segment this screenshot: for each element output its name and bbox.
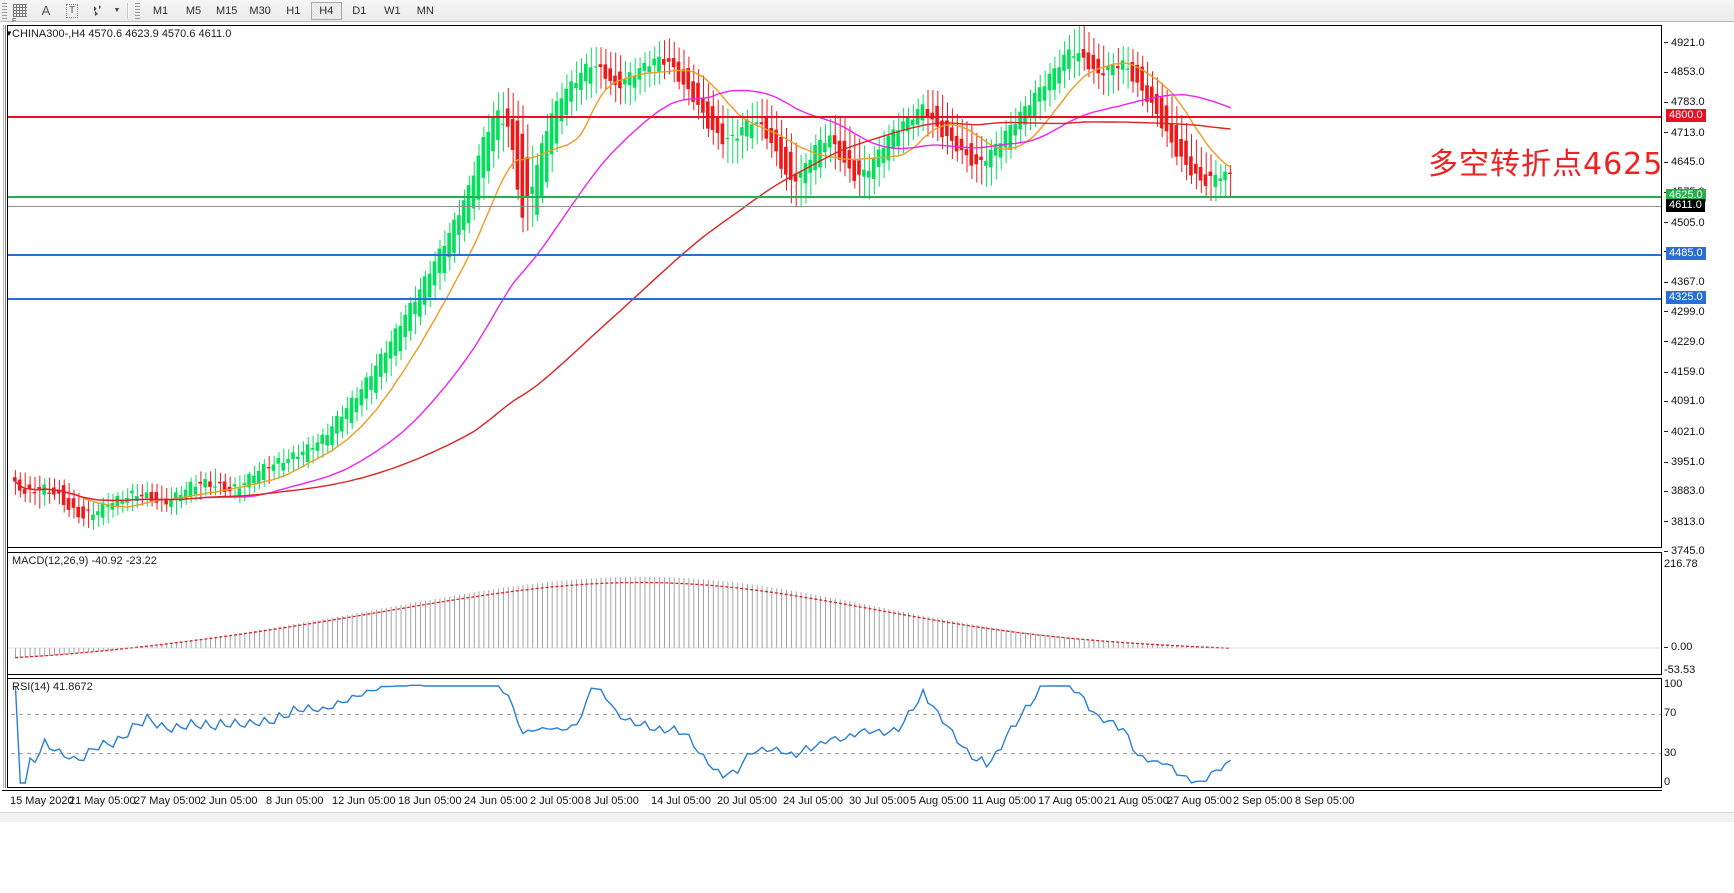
window-bottom-strip [0,812,1734,822]
date-label: 12 Jun 05:00 [332,795,396,807]
support-line-4325[interactable] [3,298,1661,300]
date-label: 8 Sep 05:00 [1295,795,1355,807]
pivot-line-4625[interactable] [3,196,1661,198]
date-label: 14 Jul 05:00 [651,795,711,807]
price-tick-4713-0: 4713.0 [1664,127,1705,139]
date-label: 24 Jul 05:00 [783,795,843,807]
last-price-line-4611 [3,206,1661,207]
date-label: 2 Sep 05:00 [1233,795,1293,807]
timeframe-button-w1[interactable]: W1 [384,4,401,17]
support1-badge[interactable]: 4485.0 [1666,247,1706,260]
macd-tick-216neg78: 216.78 [1664,558,1698,570]
price-tick-4853-0: 4853.0 [1664,67,1705,78]
date-label: 2 Jul 05:00 [530,795,584,807]
indicator-arrows-icon[interactable] [85,1,111,21]
date-label: 15 May 2020 [10,795,74,807]
price-pane[interactable]: CHINA300-,H4 4570.6 4623.9 4570.6 4611.0… [2,25,1662,548]
chart-shell: CHINA300-,H4 4570.6 4623.9 4570.6 4611.0… [0,22,1734,893]
price-chart-canvas [13,26,1232,530]
timeframe-button-m15[interactable]: M15 [216,4,238,17]
rsi-tick-0: 0 [1664,776,1671,788]
pivot-annotation-text: 多空转折点4625 [1428,147,1662,182]
price-tick-4229-0: 4229.0 [1664,336,1705,348]
macd-tick-0neg00: 0.00 [1664,642,1692,653]
pane-collapse-icon[interactable]: ▼ [5,29,13,38]
date-label: 8 Jun 05:00 [266,795,324,807]
price-pane-label: CHINA300-,H4 4570.6 4623.9 4570.6 4611.0 [12,28,232,40]
timeframe-button-m5[interactable]: M5 [185,4,202,17]
price-tick-4783-0: 4783.0 [1664,97,1705,108]
rsi-pane[interactable]: RSI(14) 41.8672 [2,678,1662,788]
date-label: 2 Jun 05:00 [200,795,258,807]
date-label: 21 Aug 05:00 [1104,795,1169,807]
timeframe-button-mn[interactable]: MN [416,4,434,17]
timeframe-button-m30[interactable]: M30 [249,4,271,17]
last-price-badge[interactable]: 4611.0 [1666,199,1705,212]
price-tick-4091-0: 4091.0 [1664,396,1705,407]
price-tick-4159-0: 4159.0 [1664,367,1705,378]
crosshair-grid-icon[interactable] [7,1,33,25]
timeframe-button-m1[interactable]: M1 [152,4,169,17]
price-tick-4505-0: 4505.0 [1664,217,1705,229]
date-label: 24 Jun 05:00 [464,795,528,807]
timeframe-button-h1[interactable]: H1 [286,4,301,17]
price-tick-3745-0: 3745.0 [1664,546,1705,557]
text-box-icon[interactable]: T [59,1,85,21]
macd-pane-label: MACD(12,26,9) -40.92 -23.22 [12,555,157,567]
timeframe-button-group: M1 M5 M15 M30 H1 H4 D1 W1 MN [144,1,442,20]
date-label: 5 Aug 05:00 [910,795,969,807]
support2-badge[interactable]: 4325.0 [1666,291,1706,304]
price-axis[interactable]: 4921.04853.04783.04713.04645.04575.04505… [1664,37,1734,788]
indicator-dropdown-caret-icon[interactable]: ▼ [113,7,121,14]
pivot-badge[interactable]: 4625.0 [1666,189,1706,202]
pane-left-resize-grip[interactable] [2,25,8,788]
date-label: 27 Aug 05:00 [1167,795,1232,807]
support-line-4485[interactable] [3,254,1661,256]
price-tick-4645-0: 4645.0 [1664,156,1705,168]
price-tick-4367-0: 4367.0 [1664,277,1705,288]
resistance-line-4800[interactable] [3,116,1661,118]
rsi-chart-canvas [3,684,1661,784]
date-label: 18 Jun 05:00 [398,795,462,807]
rsi-pane-label: RSI(14) 41.8672 [12,681,93,693]
macd-tick-neg53-53: -53.53 [1664,664,1696,676]
date-label: 20 Jul 05:00 [717,795,777,807]
rsi-tick-30: 30 [1664,746,1677,759]
rsi-tick-70: 70 [1664,707,1677,720]
price-tick-3951-0: 3951.0 [1664,456,1705,468]
rsi-tick-100: 100 [1664,678,1683,690]
toolbar-separator [127,2,129,19]
date-label: 8 Jul 05:00 [585,795,639,807]
date-label: 27 May 05:00 [134,795,201,807]
price-tick-4921-0: 4921.0 [1664,37,1705,49]
text-label-icon[interactable]: A [41,3,51,18]
chart-toolbar: A T ▼ M1 M5 M15 M30 H1 H4 D1 W1 MN [0,0,1734,25]
macd-pane[interactable]: MACD(12,26,9) -40.92 -23.22 [2,552,1662,675]
price-tick-4021-0: 4021.0 [1664,426,1705,438]
price-tick-3813-0: 3813.0 [1664,516,1705,528]
resistance-badge[interactable]: 4800.0 [1666,109,1706,122]
date-label: 21 May 05:00 [69,795,136,807]
price-tick-3883-0: 3883.0 [1664,486,1705,497]
date-label: 11 Aug 05:00 [972,795,1037,807]
timeframe-button-d1[interactable]: D1 [352,4,367,17]
price-tick-4299-0: 4299.0 [1664,306,1705,318]
timeframe-button-h4[interactable]: H4 [310,1,342,20]
timeframe-group-drag-handle[interactable] [135,2,140,19]
macd-chart-canvas [3,576,1661,659]
date-label: 30 Jul 05:00 [849,795,909,807]
date-axis[interactable]: 15 May 2020 21 May 05:00 27 May 05:00 2 Jun… [2,790,1662,812]
toolbar-drag-handle[interactable] [2,2,7,19]
date-label: 17 Aug 05:00 [1038,795,1103,807]
